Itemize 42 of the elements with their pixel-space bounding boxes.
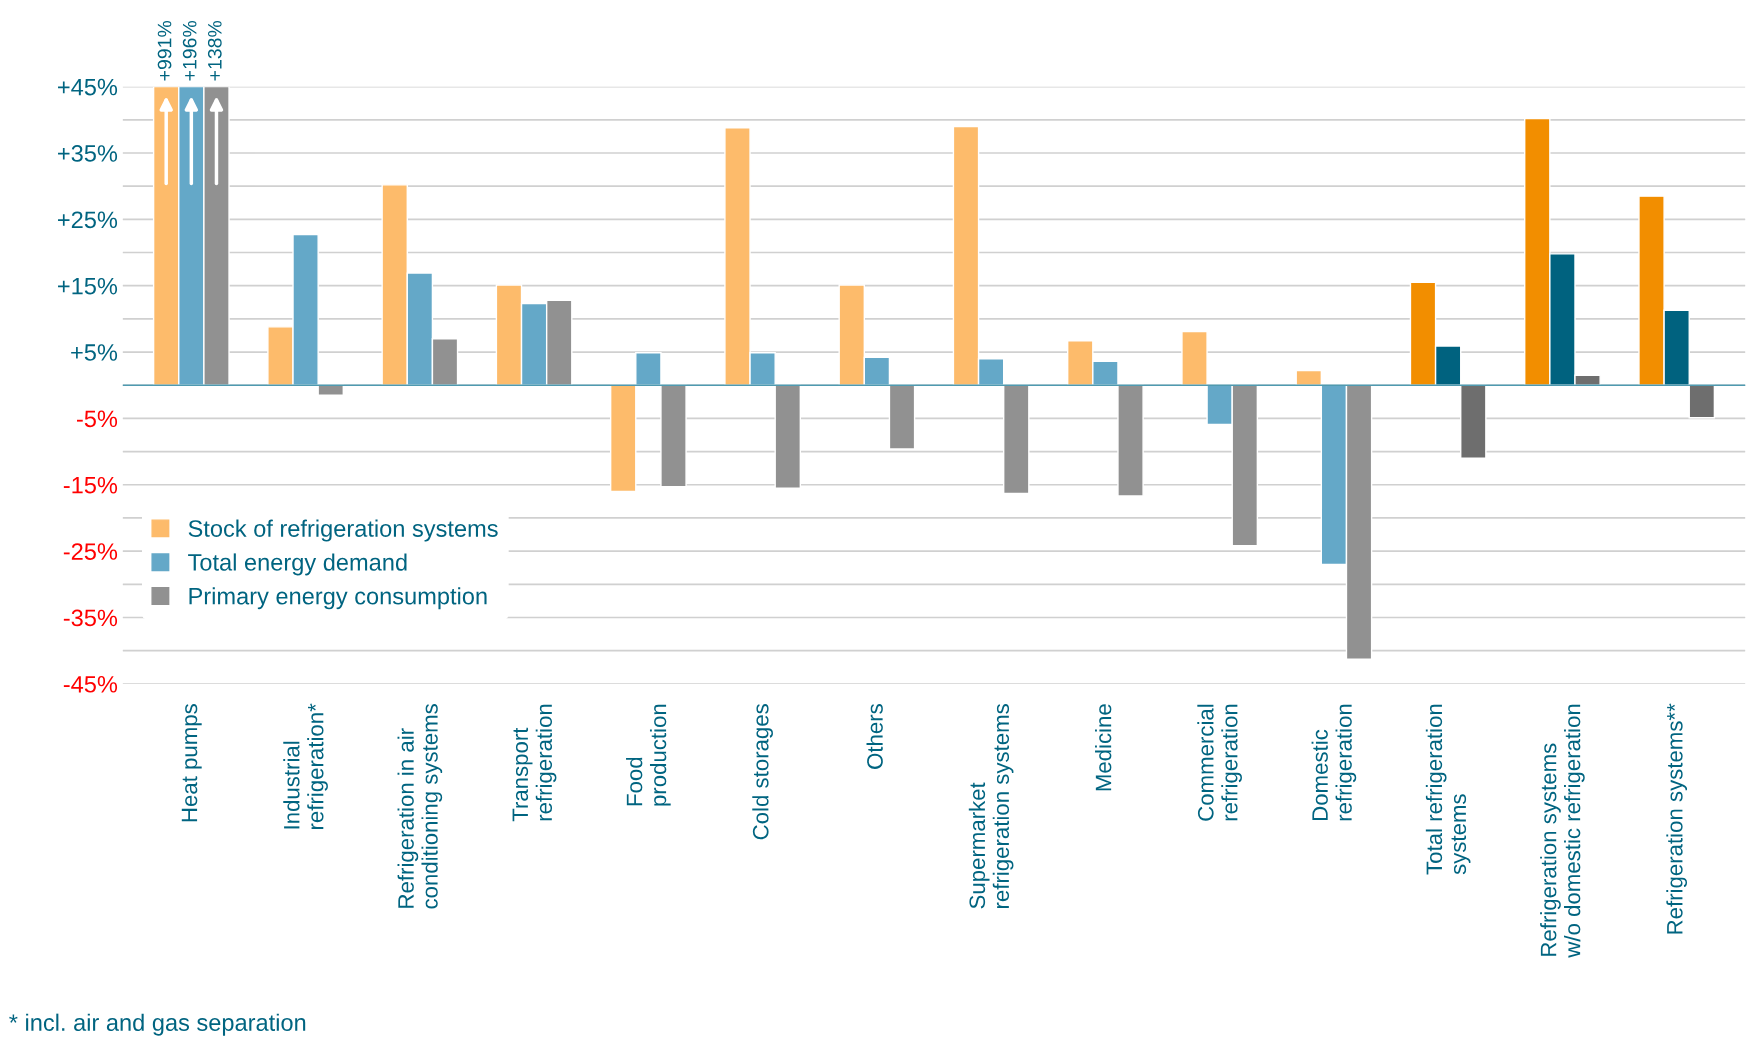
annotation: +991%	[157, 20, 172, 81]
legend-label: Total energy demand	[188, 553, 407, 576]
y-tick-label: -25%	[63, 543, 118, 560]
x-tick-label: Total refrigeration systems	[1425, 704, 1471, 875]
y-tick-label: +5%	[71, 344, 118, 361]
x-tick-label: Medicine	[1095, 704, 1112, 791]
y-tick-label: -45%	[63, 675, 118, 693]
x-tick-label: Refrigeration systems**	[1666, 703, 1688, 934]
x-tick-label: Supermarket refrigeration systems	[968, 704, 1014, 909]
bar	[635, 352, 662, 386]
bar	[1117, 384, 1144, 497]
annotation: +138%	[207, 20, 222, 81]
bar	[774, 384, 802, 489]
annotation: +196%	[182, 20, 197, 81]
legend-label: Primary energy consumption	[189, 587, 487, 610]
x-tick-label: Domestic refrigeration	[1311, 704, 1357, 821]
text: * incl. air and gas separation	[9, 1013, 306, 1036]
x-tick-label: Others	[866, 704, 883, 769]
y-tick-label: -15%	[63, 476, 118, 494]
legend-label: Stock of refrigeration systems	[188, 519, 498, 542]
x-tick-label: Refrigeration systems w/o domestic refrigeration	[1540, 704, 1585, 958]
y-tick-label: -35%	[63, 609, 118, 627]
y-tick-label: +15%	[58, 277, 118, 295]
y-tick-label: -5%	[76, 410, 118, 428]
bar	[1688, 384, 1716, 419]
bar	[1460, 384, 1487, 459]
x-tick-label: Cold storages	[752, 704, 773, 840]
bar	[660, 384, 687, 488]
x-tick-label: Transport refrigeration	[512, 704, 557, 822]
x-tick-label: Commercial refrigeration	[1197, 704, 1242, 821]
x-tick-label: Heat pumps	[181, 704, 202, 822]
bar	[317, 384, 344, 396]
bar	[609, 384, 637, 493]
y-tick-label: +45%	[58, 78, 118, 96]
y-tick-label: +25%	[58, 211, 118, 229]
bar	[1181, 330, 1208, 386]
y-tick-label: +35%	[58, 145, 118, 162]
x-tick-label: Food production	[626, 704, 671, 806]
x-tick-label: Refrigeration in air conditioning systems	[397, 704, 443, 909]
bar	[1003, 384, 1030, 495]
bar	[888, 384, 916, 450]
x-tick-label: Industrial refrigeration*	[283, 703, 328, 829]
